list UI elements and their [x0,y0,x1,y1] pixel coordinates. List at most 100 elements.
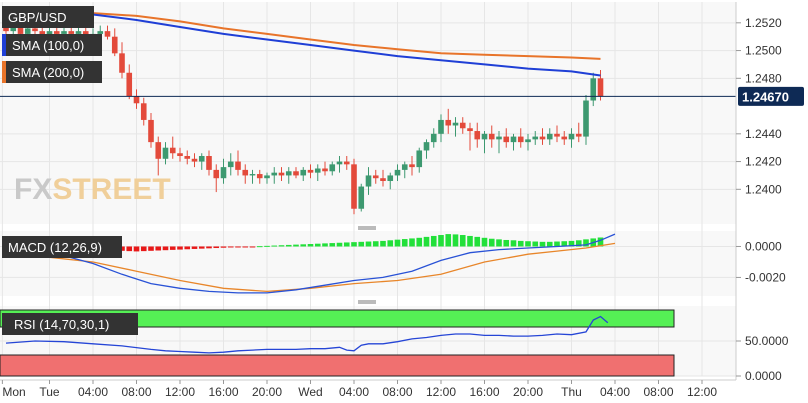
candle-61 [445,108,452,134]
candle-43 [314,164,321,181]
candle-67 [488,125,495,148]
macd-bar-74 [539,241,546,247]
x-tick-label-3: 08:00 [121,385,151,399]
candle-21 [155,136,162,176]
macd-signal-line [6,242,616,293]
candle-20 [148,113,154,148]
macd-bar-58 [423,236,430,247]
macd-legend: MACD (12,26,9) [2,236,122,258]
macd-bar-37 [271,245,278,247]
macd-bar-62 [452,234,459,247]
macd-bar-45 [329,243,336,247]
price-tick-label-4: 1.2420 [745,155,782,169]
macd-tick-label-0: 0.0000 [745,239,782,253]
x-tick-label-4: 12:00 [165,385,195,399]
x-tick-label-14: 04:00 [600,385,630,399]
macd-bar-41 [300,244,307,247]
candle-44 [322,161,328,176]
x-tick-label-12: 20:00 [513,385,543,399]
fxstreet-watermark: FXSTREET [14,173,171,206]
symbol-legend: GBP/USD [2,6,94,28]
x-tick-label-9: 08:00 [382,385,412,399]
macd-bar-44 [322,243,328,247]
macd-bar-34 [249,246,256,248]
candle-19 [140,97,147,126]
macd-resize-handle[interactable] [358,226,376,230]
candle-47 [343,156,350,170]
candle-54 [394,164,401,181]
candle-57 [416,147,423,173]
candle-48 [351,158,357,215]
candle-63 [459,117,466,134]
macd-bar-61 [445,234,452,247]
macd-bar-24 [177,246,183,250]
candle-45 [329,161,336,176]
x-tick-label-1: Tue [39,385,60,399]
macd-tick-label-1: -0.0020 [745,270,786,284]
macd-bar-68 [496,239,502,247]
macd-bar-79 [575,240,582,247]
candle-69 [503,128,510,148]
candle-29 [213,164,220,193]
current-price-label: 1.24670 [742,89,789,104]
rsi-tick-label-1: 0.0000 [745,369,782,383]
sma-100-legend: SMA (100,0) [2,34,102,56]
candle-18 [133,89,140,109]
macd-bar-20 [148,246,154,251]
candle-39 [285,167,292,184]
x-tick-label-7: Wed [298,385,322,399]
macd-bar-33 [242,246,249,248]
macd-bar-75 [546,241,553,247]
macd-bar-70 [510,240,517,247]
macd-bar-19 [140,246,147,252]
macd-bar-43 [314,243,321,247]
macd-bar-40 [293,244,299,247]
candle-42 [307,164,314,179]
x-tick-label-11: 16:00 [469,385,499,399]
x-tick-label-6: 20:00 [252,385,282,399]
candle-72 [525,133,531,151]
macd-bar-67 [488,238,495,247]
candle-70 [510,133,517,151]
candle-30 [220,158,227,184]
candle-31 [227,153,234,176]
macd-bar-57 [416,237,423,247]
macd-bar-42 [307,244,314,247]
macd-bar-73 [532,241,539,247]
macd-line [6,233,616,294]
x-tick-label-10: 12:00 [426,385,456,399]
candle-77 [561,131,568,145]
macd-bar-82 [597,237,604,247]
macd-bar-54 [394,239,401,247]
macd-bar-47 [343,242,350,247]
candle-25 [184,150,191,165]
candle-65 [474,122,481,148]
candle-34 [249,169,256,184]
candle-24 [177,147,183,162]
macd-bar-36 [264,245,270,247]
macd-bar-69 [503,239,510,247]
rsi-resize-handle[interactable] [358,300,376,304]
rsi-legend: RSI (14,70,30,1) [2,313,138,335]
candle-50 [365,167,372,195]
watermark-street: STREET [52,173,170,206]
current-price-tag: 1.24670 [738,86,804,106]
candle-56 [409,156,415,176]
macd-bar-22 [162,246,169,251]
macd-bar-72 [525,241,531,247]
candle-78 [568,128,575,148]
candle-64 [467,122,473,151]
candle-41 [300,167,307,181]
candle-76 [554,125,560,143]
candle-23 [169,136,176,159]
candle-28 [206,150,212,176]
candle-26 [191,153,198,168]
sma-100-label: SMA (100,0) [12,38,84,53]
macd-bar-48 [351,242,357,247]
macd-bar-31 [227,246,234,248]
y-axis-ticks: 1.2520 1.2500 1.2480 1.2440 1.2420 1.2400 0.00… [736,16,789,383]
candle-22 [162,142,169,165]
macd-bar-65 [474,236,481,247]
candle-58 [423,139,430,159]
